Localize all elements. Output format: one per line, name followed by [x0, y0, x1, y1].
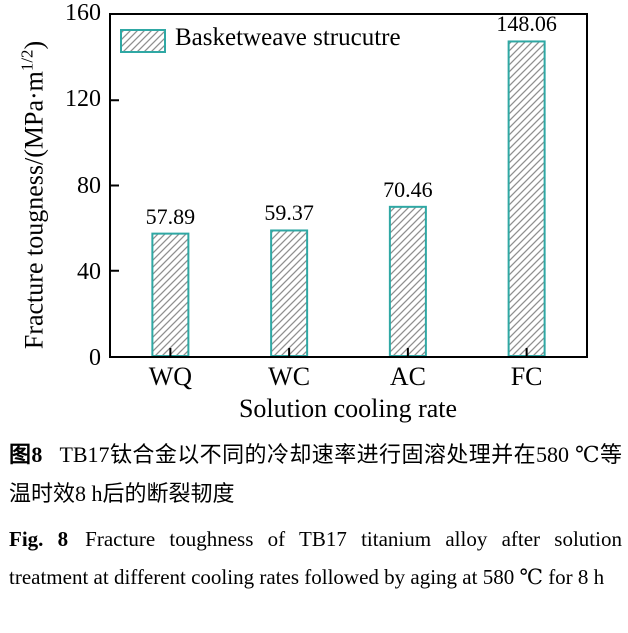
caption-english-label: Fig. 8 [9, 527, 69, 551]
x-tick-label-WQ: WQ [148, 362, 193, 391]
bar-AC [388, 205, 427, 356]
fracture-toughness-bar-chart: Fracture tougness/(MPa·m1/2) Basketweave… [17, 0, 588, 423]
x-tick-label-FC: FC [510, 362, 543, 391]
x-tick-label-WC: WC [268, 362, 311, 391]
y-tick-label-160: 160 [65, 0, 101, 26]
bar-WC [270, 229, 309, 356]
caption-chinese-label: 图8 [9, 442, 43, 467]
legend-label: Basketweave strucutre [175, 24, 401, 51]
figure-captions: 图8 TB17钛合金以不同的冷却速率进行固溶处理并在580 ℃等温时效8 h后的断… [9, 435, 622, 596]
caption-chinese-text: TB17钛合金以不同的冷却速率进行固溶处理并在580 ℃等温时效8 h后的断裂韧… [9, 442, 622, 506]
bar-FC [507, 40, 546, 356]
y-tick-label-80: 80 [77, 172, 101, 199]
x-axis-title: Solution cooling rate [238, 394, 458, 423]
bar-value-label-AC: 70.46 [383, 176, 433, 202]
bar-value-label-WC: 59.37 [264, 200, 314, 226]
y-axis-title-superscript: 1/2 [17, 49, 37, 72]
caption-english: Fig. 8 Fracture toughness of TB17 titaniu… [9, 520, 622, 596]
y-tick-label-0: 0 [89, 345, 101, 371]
plot-area: Basketweave strucutre 57.89 59.37 70.46 148… [109, 11, 588, 358]
caption-english-text: Fracture toughness of TB17 titanium allo… [9, 527, 622, 589]
plot-canvas [111, 29, 546, 356]
y-axis-title-end: ) [19, 40, 49, 50]
y-tick-label-40: 40 [77, 258, 101, 285]
legend-swatch [120, 29, 166, 53]
x-tick-label-AC: AC [389, 362, 426, 391]
caption-chinese: 图8 TB17钛合金以不同的冷却速率进行固溶处理并在580 ℃等温时效8 h后的断… [9, 435, 622, 513]
bar-value-label-WQ: 57.89 [145, 203, 196, 229]
bar-value-label-FC: 148.06 [496, 11, 557, 37]
bar-WQ [151, 232, 190, 356]
y-tick-label-120: 120 [65, 86, 101, 113]
